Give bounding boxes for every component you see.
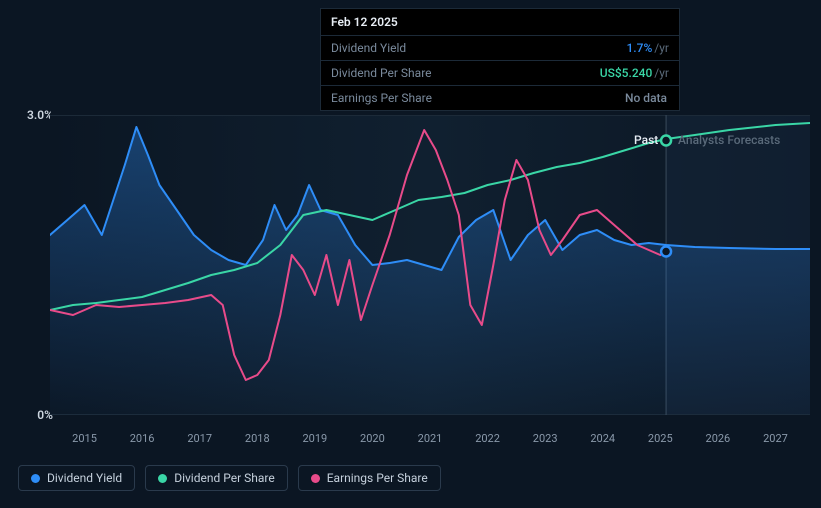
chart-svg [50,115,810,415]
legend-dot [311,474,320,483]
tooltip-label: Dividend Per Share [331,66,600,80]
legend-label: Dividend Yield [47,471,122,485]
tooltip-label: Dividend Yield [331,41,626,55]
chart-tooltip: Feb 12 2025 Dividend Yield 1.7%/yr Divid… [320,8,680,111]
x-axis: 2015 2016 2017 2018 2019 2020 2021 2022 2023 2024… [50,432,810,452]
x-tick: 2023 [533,432,558,445]
x-tick: 2015 [72,432,97,445]
tooltip-label: Earnings Per Share [331,91,625,105]
x-tick: 2019 [302,432,327,445]
x-tick: 2017 [187,432,212,445]
legend-dot [158,474,167,483]
legend-label: Dividend Per Share [174,471,275,485]
legend-dot [31,474,40,483]
past-label: Past [634,133,658,147]
tooltip-value: 1.7%/yr [626,41,669,55]
x-tick: 2021 [418,432,443,445]
x-tick: 2027 [763,432,788,445]
tooltip-row: Dividend Per Share US$5.240/yr [321,61,679,86]
legend-item-earnings-per-share[interactable]: Earnings Per Share [298,465,441,491]
x-tick: 2020 [360,432,385,445]
x-tick: 2018 [245,432,270,445]
x-tick: 2022 [475,432,500,445]
tooltip-row: Earnings Per Share No data [321,86,679,110]
x-tick: 2026 [706,432,731,445]
tooltip-date: Feb 12 2025 [321,9,679,36]
forecast-label: Analysts Forecasts [678,133,780,147]
x-tick: 2025 [648,432,673,445]
chart-legend: Dividend Yield Dividend Per Share Earnin… [18,465,441,491]
x-tick: 2024 [590,432,615,445]
x-tick: 2016 [130,432,155,445]
tooltip-value: No data [625,91,669,105]
tooltip-row: Dividend Yield 1.7%/yr [321,36,679,61]
chart-area[interactable] [50,115,810,415]
tooltip-value: US$5.240/yr [600,66,669,80]
legend-item-dividend-per-share[interactable]: Dividend Per Share [145,465,288,491]
legend-label: Earnings Per Share [327,471,428,485]
legend-item-dividend-yield[interactable]: Dividend Yield [18,465,135,491]
